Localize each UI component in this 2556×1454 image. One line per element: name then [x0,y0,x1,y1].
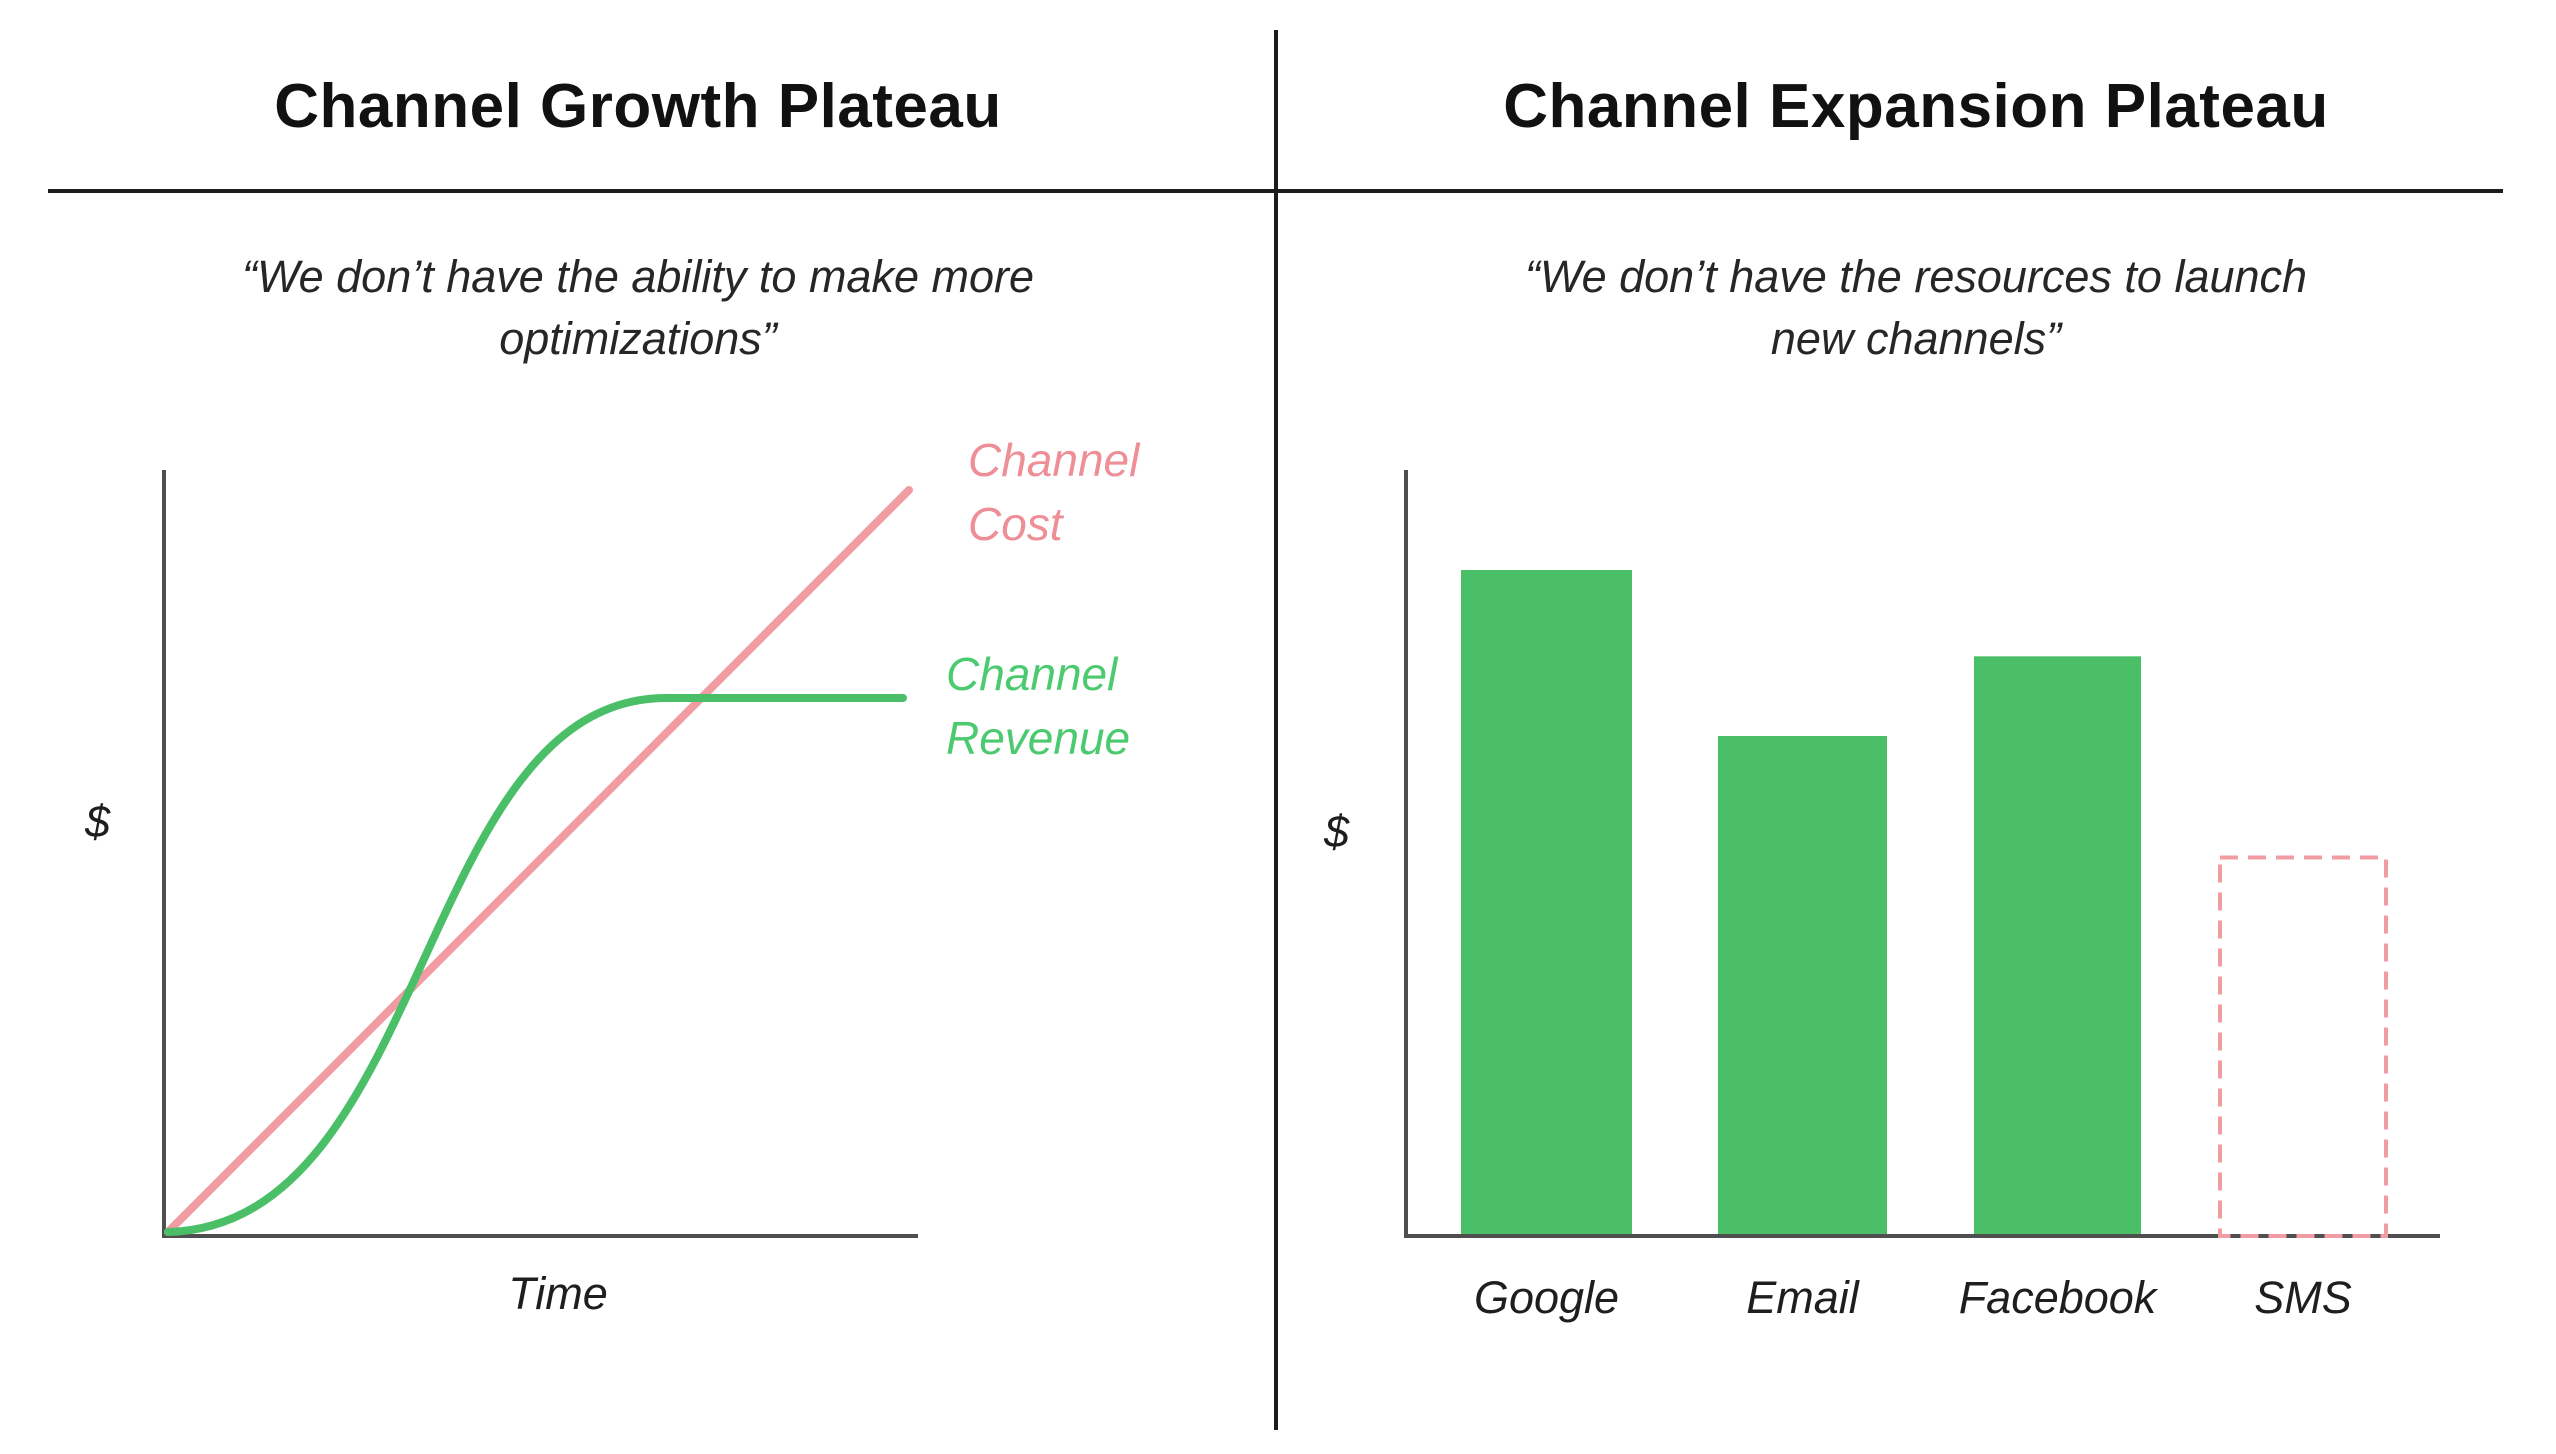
growth-chart-x-axis-label: Time [508,1268,608,1319]
bar-label-email: Email [1746,1272,1859,1323]
left-panel-title: Channel Growth Plateau [274,72,1002,141]
bar-email [1718,736,1887,1234]
growth-chart-y-axis-label: $ [85,796,111,847]
bar-facebook [1974,656,2141,1234]
bar-google [1461,570,1632,1234]
bar-label-sms: SMS [2254,1272,2352,1323]
channel-cost-line [164,486,913,1236]
left-panel-quote: “We don’t have the ability to make more … [241,251,1035,364]
panel-divider-line [1274,30,1278,1430]
bar-sms-dashed-outline [2218,855,2388,1239]
right-panel-title: Channel Expansion Plateau [1503,72,2329,141]
channel-revenue-legend-label: Channel Revenue [946,648,1131,764]
bar-label-facebook: Facebook [1958,1272,2157,1323]
expansion-chart-y-axis-label: $ [1324,806,1350,857]
channel-cost-legend-label: Channel Cost [968,434,1140,550]
channel-revenue-curve [164,694,907,1236]
bar-label-google: Google [1473,1272,1620,1323]
right-panel-quote: “We don’t have the resources to launch n… [1524,251,2308,364]
